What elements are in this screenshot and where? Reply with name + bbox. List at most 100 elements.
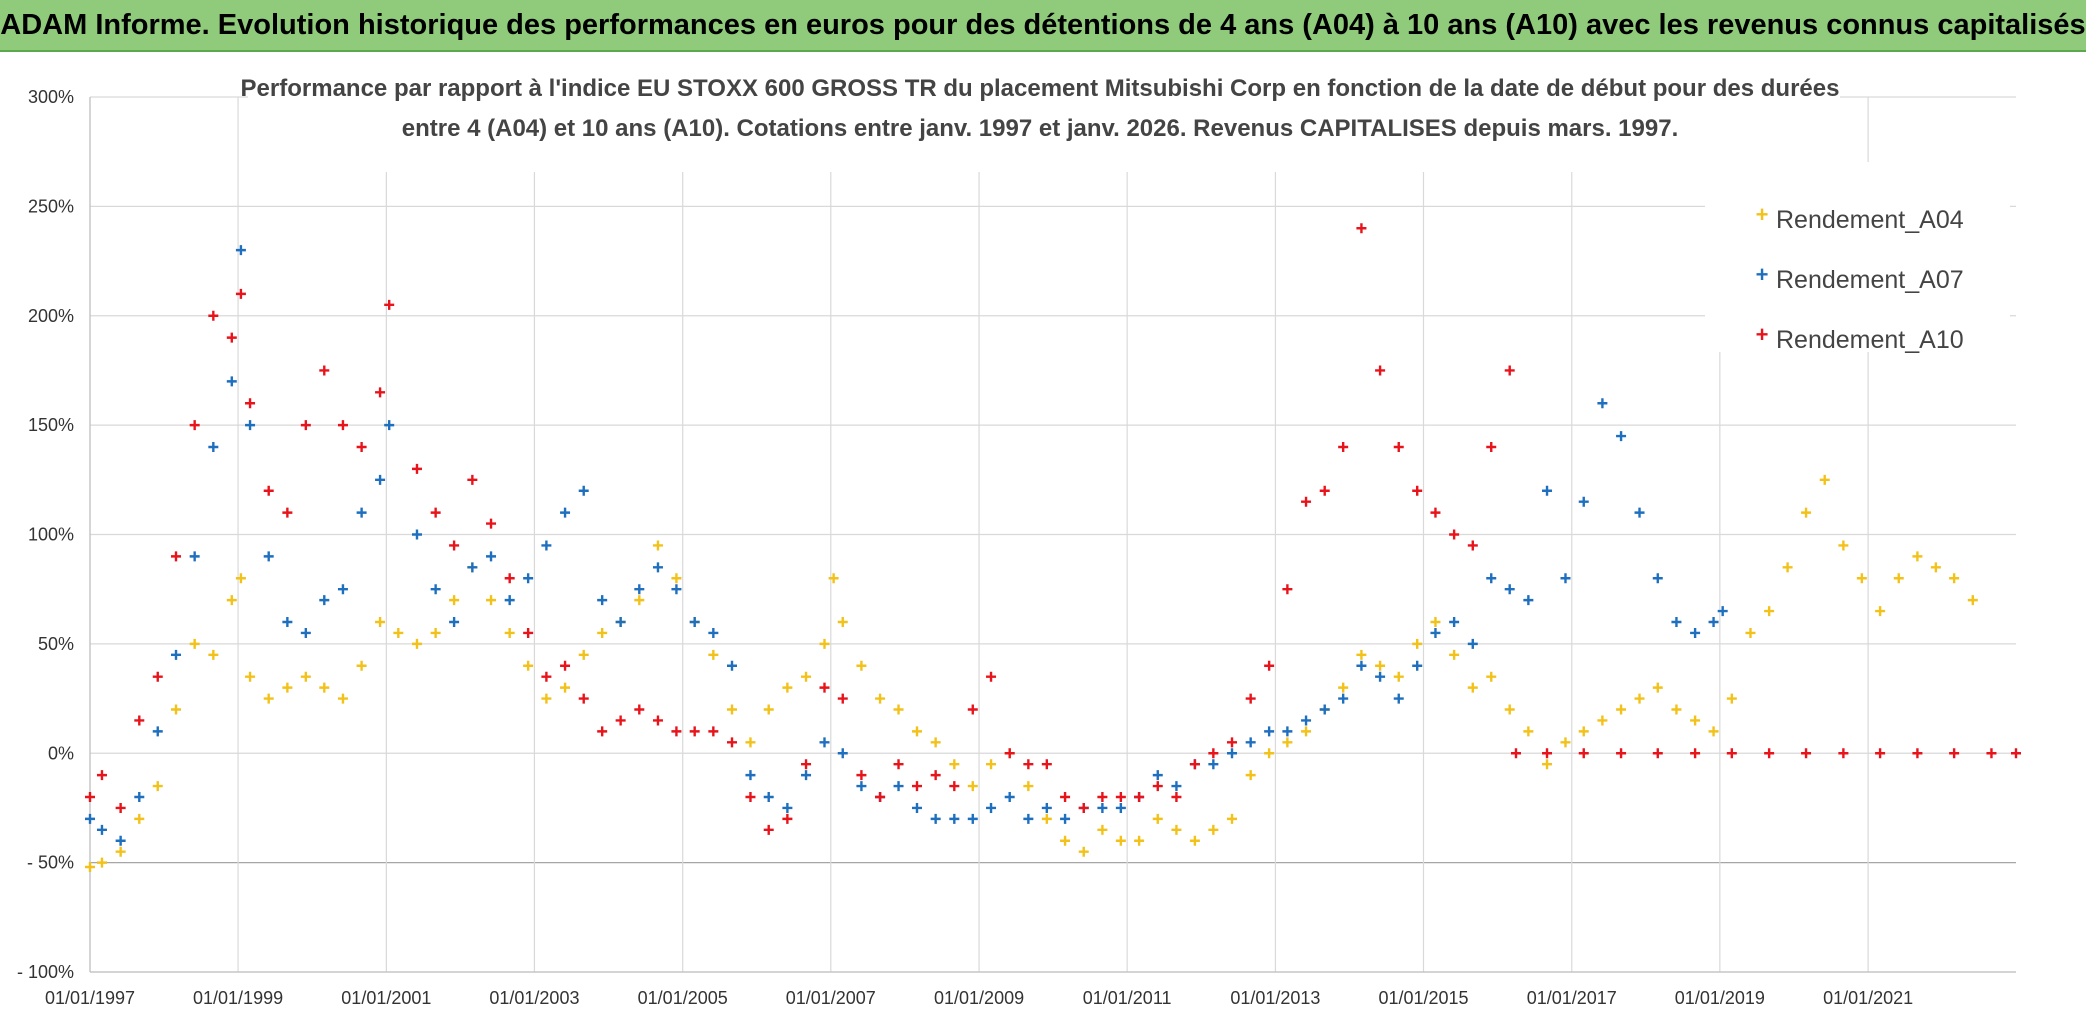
- data-point: [1542, 485, 1553, 496]
- data-point: [1338, 442, 1349, 452]
- data-point: [1801, 748, 1812, 759]
- y-tick-label: 250%: [28, 196, 74, 216]
- data-point: [1430, 507, 1441, 518]
- data-point: [763, 824, 774, 835]
- data-point: [134, 715, 145, 726]
- data-point: [597, 627, 608, 638]
- data-point: [560, 660, 571, 671]
- data-point: [1671, 704, 1682, 715]
- data-point: [235, 245, 246, 256]
- data-point: [1856, 573, 1867, 584]
- data-point: [1717, 606, 1728, 617]
- data-point: [1726, 693, 1737, 704]
- data-point: [1967, 595, 1978, 606]
- data-point: [1597, 398, 1608, 409]
- y-tick-label: 200%: [28, 306, 74, 326]
- y-tick-label: - 100%: [17, 962, 74, 982]
- data-point: [523, 573, 534, 584]
- data-point: [1115, 802, 1126, 813]
- data-point: [300, 671, 311, 682]
- data-point: [782, 813, 793, 824]
- data-point: [745, 792, 756, 802]
- data-point: [1208, 824, 1219, 835]
- data-point: [727, 704, 737, 715]
- data-point: [801, 671, 812, 682]
- data-point: [152, 726, 163, 737]
- scatter-chart: - 100% - 50% 0% 50% 100% 150% 200% 250% 300% 01/0…: [17, 62, 2021, 1008]
- data-point: [1560, 737, 1571, 748]
- data-point: [96, 857, 107, 868]
- data-point: [1652, 748, 1663, 759]
- data-point: [1004, 748, 1015, 759]
- data-point: [1301, 726, 1312, 737]
- data-point: [763, 792, 774, 802]
- data-point: [1912, 748, 1923, 759]
- data-point: [1949, 748, 1960, 759]
- data-point: [1115, 792, 1126, 802]
- legend: + Rendement_A04 + Rendement_A07 + Rendem…: [1705, 162, 2010, 354]
- data-point: [727, 737, 737, 748]
- data-point: [949, 759, 960, 770]
- data-point: [1356, 223, 1367, 234]
- data-point: [949, 781, 960, 792]
- data-points: [85, 223, 2021, 872]
- data-point: [375, 387, 386, 398]
- data-point: [1412, 485, 1423, 496]
- data-point: [319, 365, 330, 376]
- data-point: [1578, 748, 1589, 759]
- series-rendement-a04: [85, 474, 1978, 872]
- data-point: [911, 726, 922, 737]
- data-point: [1467, 638, 1478, 649]
- x-tick-label: 01/01/2013: [1230, 988, 1320, 1008]
- chart-title-line1: Performance par rapport à l'indice EU ST…: [241, 75, 1840, 102]
- x-tick-label: 01/01/2011: [1083, 988, 1172, 1008]
- data-point: [1152, 781, 1163, 792]
- data-point: [837, 748, 848, 759]
- data-point: [1616, 748, 1627, 759]
- data-point: [1097, 802, 1108, 813]
- data-point: [782, 802, 793, 813]
- data-point: [1245, 737, 1256, 748]
- data-point: [1671, 617, 1682, 627]
- data-point: [282, 507, 293, 518]
- x-tick-label: 01/01/1997: [45, 988, 135, 1008]
- data-point: [189, 638, 200, 649]
- data-point: [578, 649, 589, 660]
- data-point: [1430, 627, 1441, 638]
- data-point: [411, 638, 422, 649]
- data-point: [578, 485, 589, 496]
- data-point: [1208, 748, 1219, 759]
- data-point: [1634, 507, 1645, 518]
- data-point: [96, 824, 107, 835]
- data-point: [337, 420, 348, 431]
- data-point: [1319, 485, 1330, 496]
- data-point: [1708, 617, 1719, 627]
- data-point: [245, 398, 256, 409]
- data-point: [986, 671, 997, 682]
- data-point: [208, 310, 219, 321]
- data-point: [1486, 671, 1497, 682]
- data-point: [263, 485, 274, 496]
- data-point: [1634, 693, 1645, 704]
- data-point: [1875, 606, 1886, 617]
- x-tick-label: 01/01/2021: [1823, 988, 1913, 1008]
- data-point: [1023, 781, 1034, 792]
- data-point: [1171, 792, 1182, 802]
- data-point: [1523, 595, 1534, 606]
- data-point: [893, 781, 904, 792]
- data-point: [708, 649, 719, 660]
- data-point: [85, 813, 95, 824]
- data-point: [1152, 813, 1163, 824]
- x-tick-label: 01/01/1999: [193, 988, 283, 1008]
- data-point: [893, 759, 904, 770]
- data-point: [504, 595, 515, 606]
- data-point: [856, 660, 867, 671]
- data-point: [986, 802, 997, 813]
- data-point: [245, 420, 256, 431]
- data-point: [1041, 759, 1052, 770]
- data-point: [1764, 748, 1775, 759]
- data-point: [949, 813, 960, 824]
- axes: - 100% - 50% 0% 50% 100% 150% 200% 250% 300% 01/0…: [17, 87, 2016, 1008]
- data-point: [1616, 704, 1627, 715]
